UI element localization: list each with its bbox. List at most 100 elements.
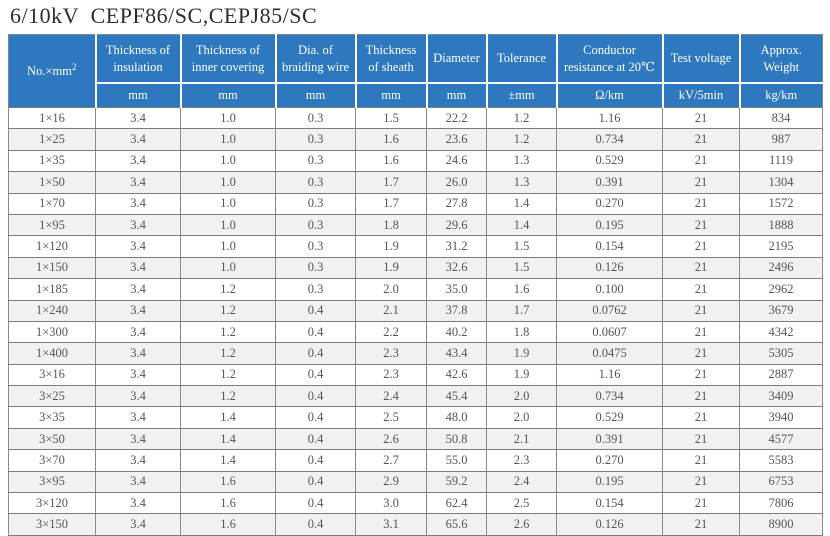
column-header-test-voltage: Test voltage bbox=[661, 34, 740, 84]
cell: 1.5 bbox=[355, 106, 427, 130]
unit-sheath: mm bbox=[354, 83, 427, 108]
cell: 42.6 bbox=[426, 363, 487, 387]
cell: 0.391 bbox=[556, 427, 663, 451]
cell: 0.195 bbox=[556, 470, 663, 494]
cell: 21 bbox=[662, 492, 740, 515]
cell: 0.4 bbox=[275, 363, 356, 387]
cell: 0.0475 bbox=[556, 342, 663, 365]
cell: 1.0 bbox=[180, 256, 276, 280]
cell: 21 bbox=[662, 106, 740, 130]
cell: 3×95 bbox=[8, 470, 96, 494]
page-title: 6/10kV CEPF86/SC,CEPJ85/SC bbox=[10, 3, 318, 28]
cell: 2.5 bbox=[355, 406, 427, 429]
cell: 1.16 bbox=[556, 106, 663, 130]
cell: 3.4 bbox=[95, 492, 181, 515]
cell: 1×240 bbox=[8, 299, 96, 322]
unit-weight: kg/km bbox=[738, 83, 823, 108]
cell: 3×35 bbox=[8, 406, 96, 429]
table-row: 1×185 3.4 1.2 0.3 2.0 35.0 1.6 0.100 21 2962 bbox=[8, 278, 823, 301]
cell: 1×35 bbox=[8, 149, 96, 173]
cell: 2496 bbox=[739, 256, 823, 280]
cell: 1304 bbox=[739, 171, 823, 194]
cell: 1.0 bbox=[180, 106, 276, 130]
cell: 21 bbox=[662, 128, 740, 151]
table-row: 1×150 3.4 1.0 0.3 1.9 32.6 1.5 0.126 21 2496 bbox=[8, 256, 823, 280]
cell: 2195 bbox=[739, 235, 823, 258]
column-header-insulation: Thickness of insulation bbox=[94, 34, 181, 84]
cell: 1.6 bbox=[355, 128, 427, 151]
header-unit-row: mm mm mm mm mm ±mm Ω/km kV/5min kg/km bbox=[9, 83, 823, 108]
cell: 3940 bbox=[739, 406, 823, 429]
cell: 0.3 bbox=[275, 278, 356, 301]
cell: 1.16 bbox=[556, 363, 663, 387]
cell: 1.4 bbox=[180, 406, 276, 429]
cell: 1.2 bbox=[180, 278, 276, 301]
column-header-sheath: Thickness of sheath bbox=[354, 34, 427, 84]
cell: 48.0 bbox=[426, 406, 487, 429]
cell: 1.7 bbox=[486, 299, 557, 322]
cell: 0.154 bbox=[556, 235, 663, 258]
table-row: 1×120 3.4 1.0 0.3 1.9 31.2 1.5 0.154 21 2195 bbox=[8, 235, 823, 258]
table-row: 1×25 3.4 1.0 0.3 1.6 23.6 1.2 0.734 21 987 bbox=[8, 128, 823, 151]
cell: 37.8 bbox=[426, 299, 487, 322]
cell: 21 bbox=[662, 449, 740, 472]
cell: 21 bbox=[662, 192, 740, 215]
cell: 1×25 bbox=[8, 128, 96, 151]
column-header-inner-covering: Thickness of inner covering bbox=[179, 34, 276, 84]
cell: 2962 bbox=[739, 278, 823, 301]
cell: 59.2 bbox=[426, 470, 487, 494]
cell: 1.0 bbox=[180, 235, 276, 258]
cell: 62.4 bbox=[426, 492, 487, 515]
cell: 0.154 bbox=[556, 492, 663, 515]
unit-resistance: Ω/km bbox=[555, 83, 663, 108]
cell: 3.4 bbox=[95, 363, 181, 387]
cell: 3.4 bbox=[95, 406, 181, 429]
table-row: 1×16 3.4 1.0 0.3 1.5 22.2 1.2 1.16 21 834 bbox=[8, 106, 823, 130]
cell: 0.4 bbox=[275, 492, 356, 515]
cell: 0.4 bbox=[275, 470, 356, 494]
cell: 0.3 bbox=[275, 235, 356, 258]
cell: 1.3 bbox=[486, 149, 557, 173]
cell: 27.8 bbox=[426, 192, 487, 215]
cell: 2.9 bbox=[355, 470, 427, 494]
cell: 0.3 bbox=[275, 171, 356, 194]
cell: 1.6 bbox=[180, 513, 276, 536]
cell: 2887 bbox=[739, 363, 823, 387]
cell: 3.4 bbox=[95, 385, 181, 408]
cell: 21 bbox=[662, 363, 740, 387]
cell: 0.4 bbox=[275, 385, 356, 408]
table-row: 1×300 3.4 1.2 0.4 2.2 40.2 1.8 0.0607 21 4342 bbox=[8, 320, 823, 344]
cell: 1888 bbox=[739, 213, 823, 237]
table-row: 3×70 3.4 1.4 0.4 2.7 55.0 2.3 0.270 21 5583 bbox=[8, 449, 823, 472]
table-row: 1×240 3.4 1.2 0.4 2.1 37.8 1.7 0.0762 21 3679 bbox=[8, 299, 823, 322]
table-row: 3×25 3.4 1.2 0.4 2.4 45.4 2.0 0.734 21 3409 bbox=[8, 385, 823, 408]
cell: 0.4 bbox=[275, 299, 356, 322]
cell: 2.1 bbox=[355, 299, 427, 322]
cell: 3×16 bbox=[8, 363, 96, 387]
cell: 1×120 bbox=[8, 235, 96, 258]
unit-insulation: mm bbox=[94, 83, 181, 108]
cell: 1.0 bbox=[180, 192, 276, 215]
cell: 21 bbox=[662, 427, 740, 451]
cell: 3.4 bbox=[95, 449, 181, 472]
cell: 0.3 bbox=[275, 149, 356, 173]
cell: 24.6 bbox=[426, 149, 487, 173]
cell: 1×185 bbox=[8, 278, 96, 301]
cell: 7806 bbox=[739, 492, 823, 515]
cell: 22.2 bbox=[426, 106, 487, 130]
unit-braiding-wire: mm bbox=[274, 83, 356, 108]
cell: 1×50 bbox=[8, 171, 96, 194]
cell: 0.4 bbox=[275, 449, 356, 472]
cell: 1.2 bbox=[180, 299, 276, 322]
cell: 1.3 bbox=[486, 171, 557, 194]
cell: 2.0 bbox=[486, 406, 557, 429]
cell: 21 bbox=[662, 470, 740, 494]
cell: 1.6 bbox=[180, 492, 276, 515]
cell: 3409 bbox=[739, 385, 823, 408]
table-row: 3×120 3.4 1.6 0.4 3.0 62.4 2.5 0.154 21 7806 bbox=[8, 492, 823, 515]
cell: 1.2 bbox=[486, 128, 557, 151]
cell: 1.2 bbox=[180, 385, 276, 408]
cell: 0.0762 bbox=[556, 299, 663, 322]
cell: 0.195 bbox=[556, 213, 663, 237]
cell: 3.4 bbox=[95, 256, 181, 280]
